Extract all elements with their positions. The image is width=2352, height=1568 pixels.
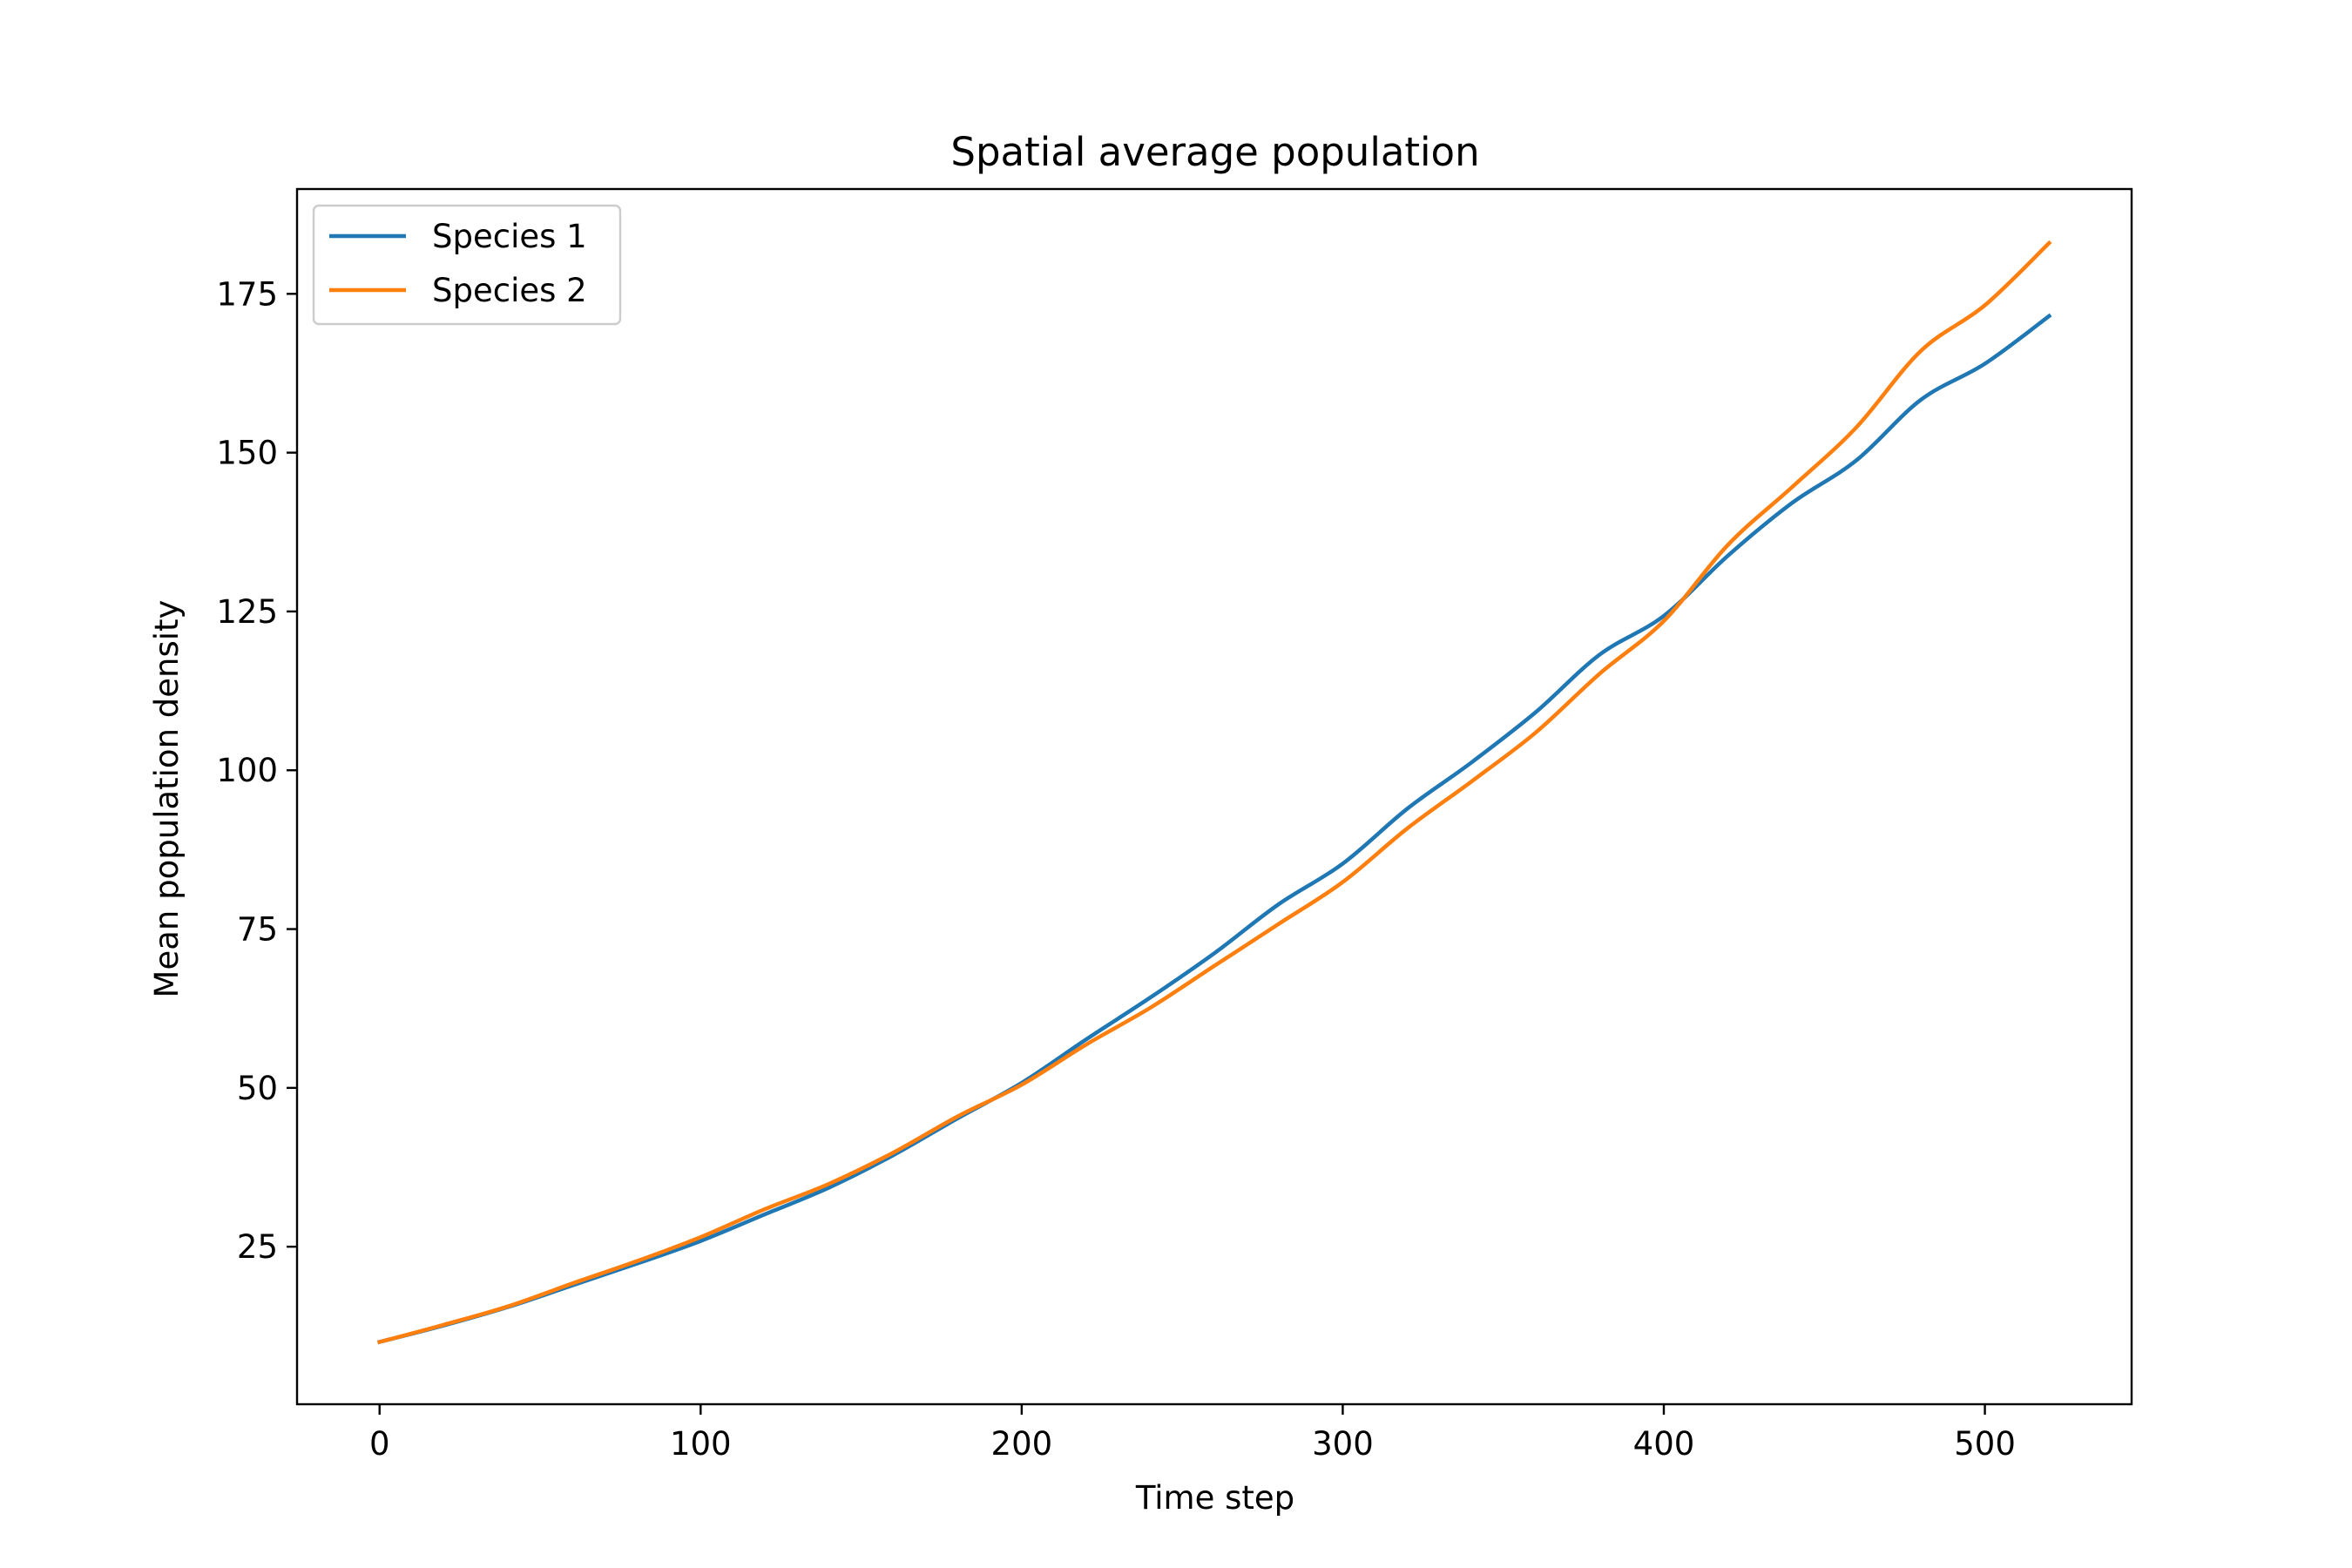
x-axis-ticks: 0 100 200 300 400 500 — [369, 1404, 2016, 1463]
y-tick-label: 125 — [216, 593, 278, 631]
x-axis-label: Time step — [1135, 1479, 1294, 1517]
series-line-species-1 — [376, 313, 2052, 1345]
y-axis-ticks: 25 50 75 100 125 150 175 — [216, 275, 297, 1266]
y-tick-label: 175 — [216, 275, 278, 313]
series-line-species-2 — [376, 240, 2052, 1345]
legend: Species 1 Species 2 — [312, 204, 622, 326]
legend-label-species-1: Species 1 — [432, 218, 587, 255]
series-layer — [376, 240, 2052, 1345]
y-tick-label: 75 — [237, 911, 278, 949]
plot-area-frame — [295, 187, 2133, 1406]
y-axis-label: Mean population density — [148, 600, 186, 998]
x-tick-label: 300 — [1312, 1425, 1374, 1463]
y-tick-label: 50 — [237, 1070, 278, 1107]
x-tick-label: 500 — [1954, 1425, 2016, 1463]
legend-label-species-2: Species 2 — [432, 272, 587, 309]
y-tick-label: 150 — [216, 435, 278, 472]
x-tick-label: 200 — [991, 1425, 1053, 1463]
x-tick-label: 100 — [670, 1425, 732, 1463]
x-tick-label: 0 — [369, 1425, 390, 1463]
chart-title: Spatial average population — [950, 129, 1479, 175]
x-tick-label: 400 — [1633, 1425, 1695, 1463]
y-tick-label: 25 — [237, 1228, 278, 1266]
y-tick-label: 100 — [216, 752, 278, 789]
